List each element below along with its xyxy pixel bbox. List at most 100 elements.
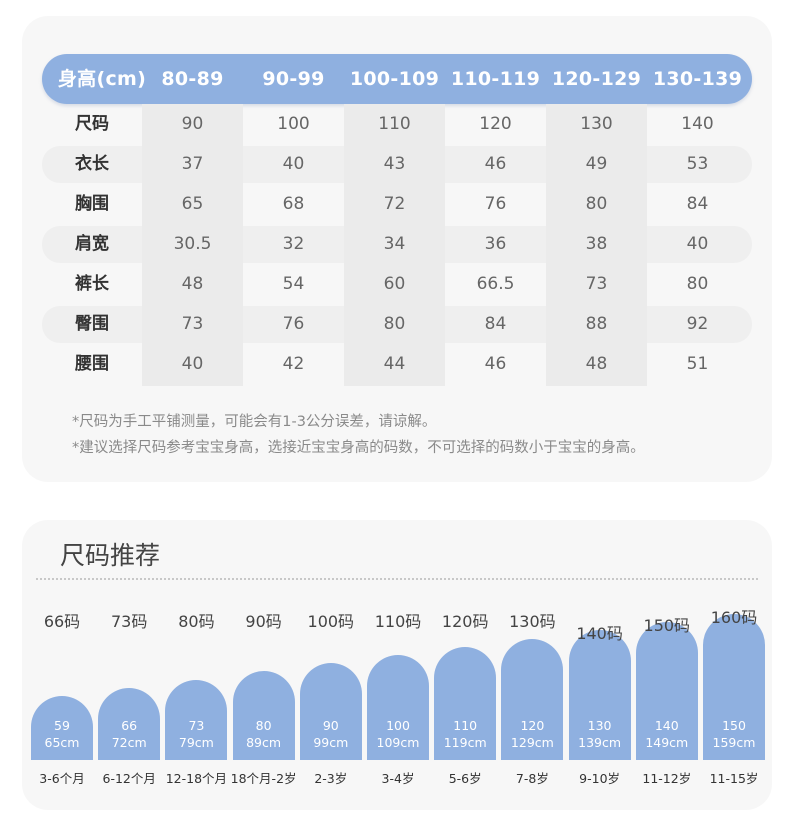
height-max: 139cm — [578, 735, 622, 750]
height-bar — [367, 655, 429, 760]
height-min: 140 — [654, 718, 679, 733]
table-cell: 32 — [282, 234, 305, 254]
table-cell: 68 — [282, 194, 305, 214]
table-cell: 84 — [484, 314, 507, 334]
table-cell: 40 — [282, 154, 305, 174]
table-cell: 48 — [181, 274, 204, 294]
age-range: 6-12个月 — [102, 771, 156, 786]
table-cell: 54 — [282, 274, 305, 294]
header-range: 120-129 — [551, 68, 642, 90]
table-cell: 42 — [282, 354, 305, 374]
table-cell: 40 — [181, 354, 204, 374]
size-option-label: 66码 — [43, 612, 81, 631]
age-range: 2-3岁 — [314, 771, 348, 786]
row-label: 尺码 — [75, 114, 109, 134]
table-cell: 73 — [181, 314, 204, 334]
table-cell: 44 — [383, 354, 406, 374]
height-max: 79cm — [178, 735, 214, 750]
height-min: 90 — [322, 718, 339, 733]
column-shade — [546, 104, 647, 386]
height-bar — [434, 646, 497, 760]
height-bar — [165, 679, 228, 760]
size-option-label: 150码 — [643, 616, 691, 636]
table-cell: 84 — [686, 194, 709, 214]
height-min: 80 — [255, 718, 272, 733]
height-max: 129cm — [510, 735, 554, 750]
size-note: *建议选择尺码参考宝宝身高，选接近宝宝身高的码数，不可选择的码数小于宝宝的身高。 — [72, 440, 645, 456]
age-range: 3-6个月 — [39, 771, 85, 786]
table-cell: 80 — [686, 274, 709, 294]
table-cell: 76 — [282, 314, 305, 334]
header-range: 90-99 — [262, 68, 325, 90]
age-range: 18个月-2岁 — [230, 771, 297, 786]
table-cell: 120 — [479, 114, 512, 134]
age-range: 3-4岁 — [381, 771, 415, 786]
height-bar — [568, 630, 631, 760]
height-max: 89cm — [246, 735, 282, 750]
size-option-label: 120码 — [441, 612, 489, 631]
size-table-card: 身高(cm) 80-89 90-99 100-109 110-119 120-129 13… — [22, 16, 772, 482]
table-cell: 140 — [681, 114, 714, 134]
table-cell: 100 — [277, 114, 310, 134]
table-cell: 80 — [585, 194, 608, 214]
age-range: 11-12岁 — [642, 771, 692, 786]
size-option-label: 80码 — [178, 612, 215, 631]
table-cell: 30.5 — [173, 234, 212, 254]
header-range: 130-139 — [652, 68, 743, 90]
age-range: 11-15岁 — [709, 771, 759, 786]
age-range: 12-18个月 — [165, 771, 228, 786]
size-option-label: 100码 — [307, 612, 355, 631]
table-cell: 34 — [383, 234, 406, 254]
row-label: 肩宽 — [75, 234, 109, 254]
height-min: 150 — [722, 718, 746, 733]
table-cell: 66.5 — [476, 274, 515, 294]
height-bar — [635, 622, 698, 760]
height-max: 119cm — [443, 735, 487, 750]
table-cell: 43 — [383, 154, 406, 174]
header-range: 80-89 — [161, 68, 224, 90]
height-min: 120 — [520, 718, 545, 733]
table-cell: 46 — [484, 154, 507, 174]
height-min: 100 — [386, 718, 410, 733]
table-cell: 49 — [585, 154, 608, 174]
height-bar — [299, 663, 362, 760]
table-cell: 38 — [585, 234, 608, 254]
height-min: 73 — [188, 718, 205, 733]
size-option-label: 90码 — [245, 612, 282, 631]
header-range: 100-109 — [349, 68, 440, 90]
column-shade — [344, 104, 445, 386]
table-header: 身高(cm) 80-89 90-99 100-109 110-119 120-129 13… — [42, 54, 752, 104]
table-cell: 37 — [181, 154, 204, 174]
table-cell: 90 — [181, 114, 204, 134]
height-min: 66 — [121, 718, 138, 733]
age-range: 9-10岁 — [579, 771, 621, 786]
size-option-label: 110码 — [374, 612, 422, 631]
height-max: 65cm — [44, 735, 80, 750]
table-cell: 48 — [585, 354, 608, 374]
table-cell: 40 — [686, 234, 709, 254]
height-min: 110 — [453, 718, 478, 733]
row-label: 胸围 — [75, 194, 109, 214]
size-option-label: 160码 — [710, 608, 758, 627]
row-label: 衣长 — [75, 154, 109, 174]
table-cell: 46 — [484, 354, 507, 374]
table-cell: 73 — [585, 274, 608, 294]
size-recommend-card: 尺码推荐 66码 59 65cm 3-6个月 73码 66 72cm 6-12个月 80码 73 7… — [22, 520, 772, 810]
table-cell: 51 — [686, 354, 709, 374]
table-cell: 92 — [686, 314, 709, 334]
height-max: 159cm — [712, 735, 756, 750]
height-max: 109cm — [376, 735, 420, 750]
height-min: 59 — [54, 718, 70, 733]
age-range: 5-6岁 — [448, 771, 482, 786]
height-max: 149cm — [645, 735, 689, 750]
table-cell: 53 — [686, 154, 709, 174]
height-bar — [232, 671, 295, 760]
header-height-label: 身高(cm) — [57, 68, 147, 90]
table-cell: 72 — [383, 194, 406, 214]
table-cell: 88 — [585, 314, 608, 334]
height-bar — [98, 687, 161, 760]
table-cell: 80 — [383, 314, 406, 334]
table-cell: 110 — [378, 114, 411, 134]
size-option-label: 140码 — [576, 624, 623, 644]
table-cell: 65 — [181, 194, 204, 214]
